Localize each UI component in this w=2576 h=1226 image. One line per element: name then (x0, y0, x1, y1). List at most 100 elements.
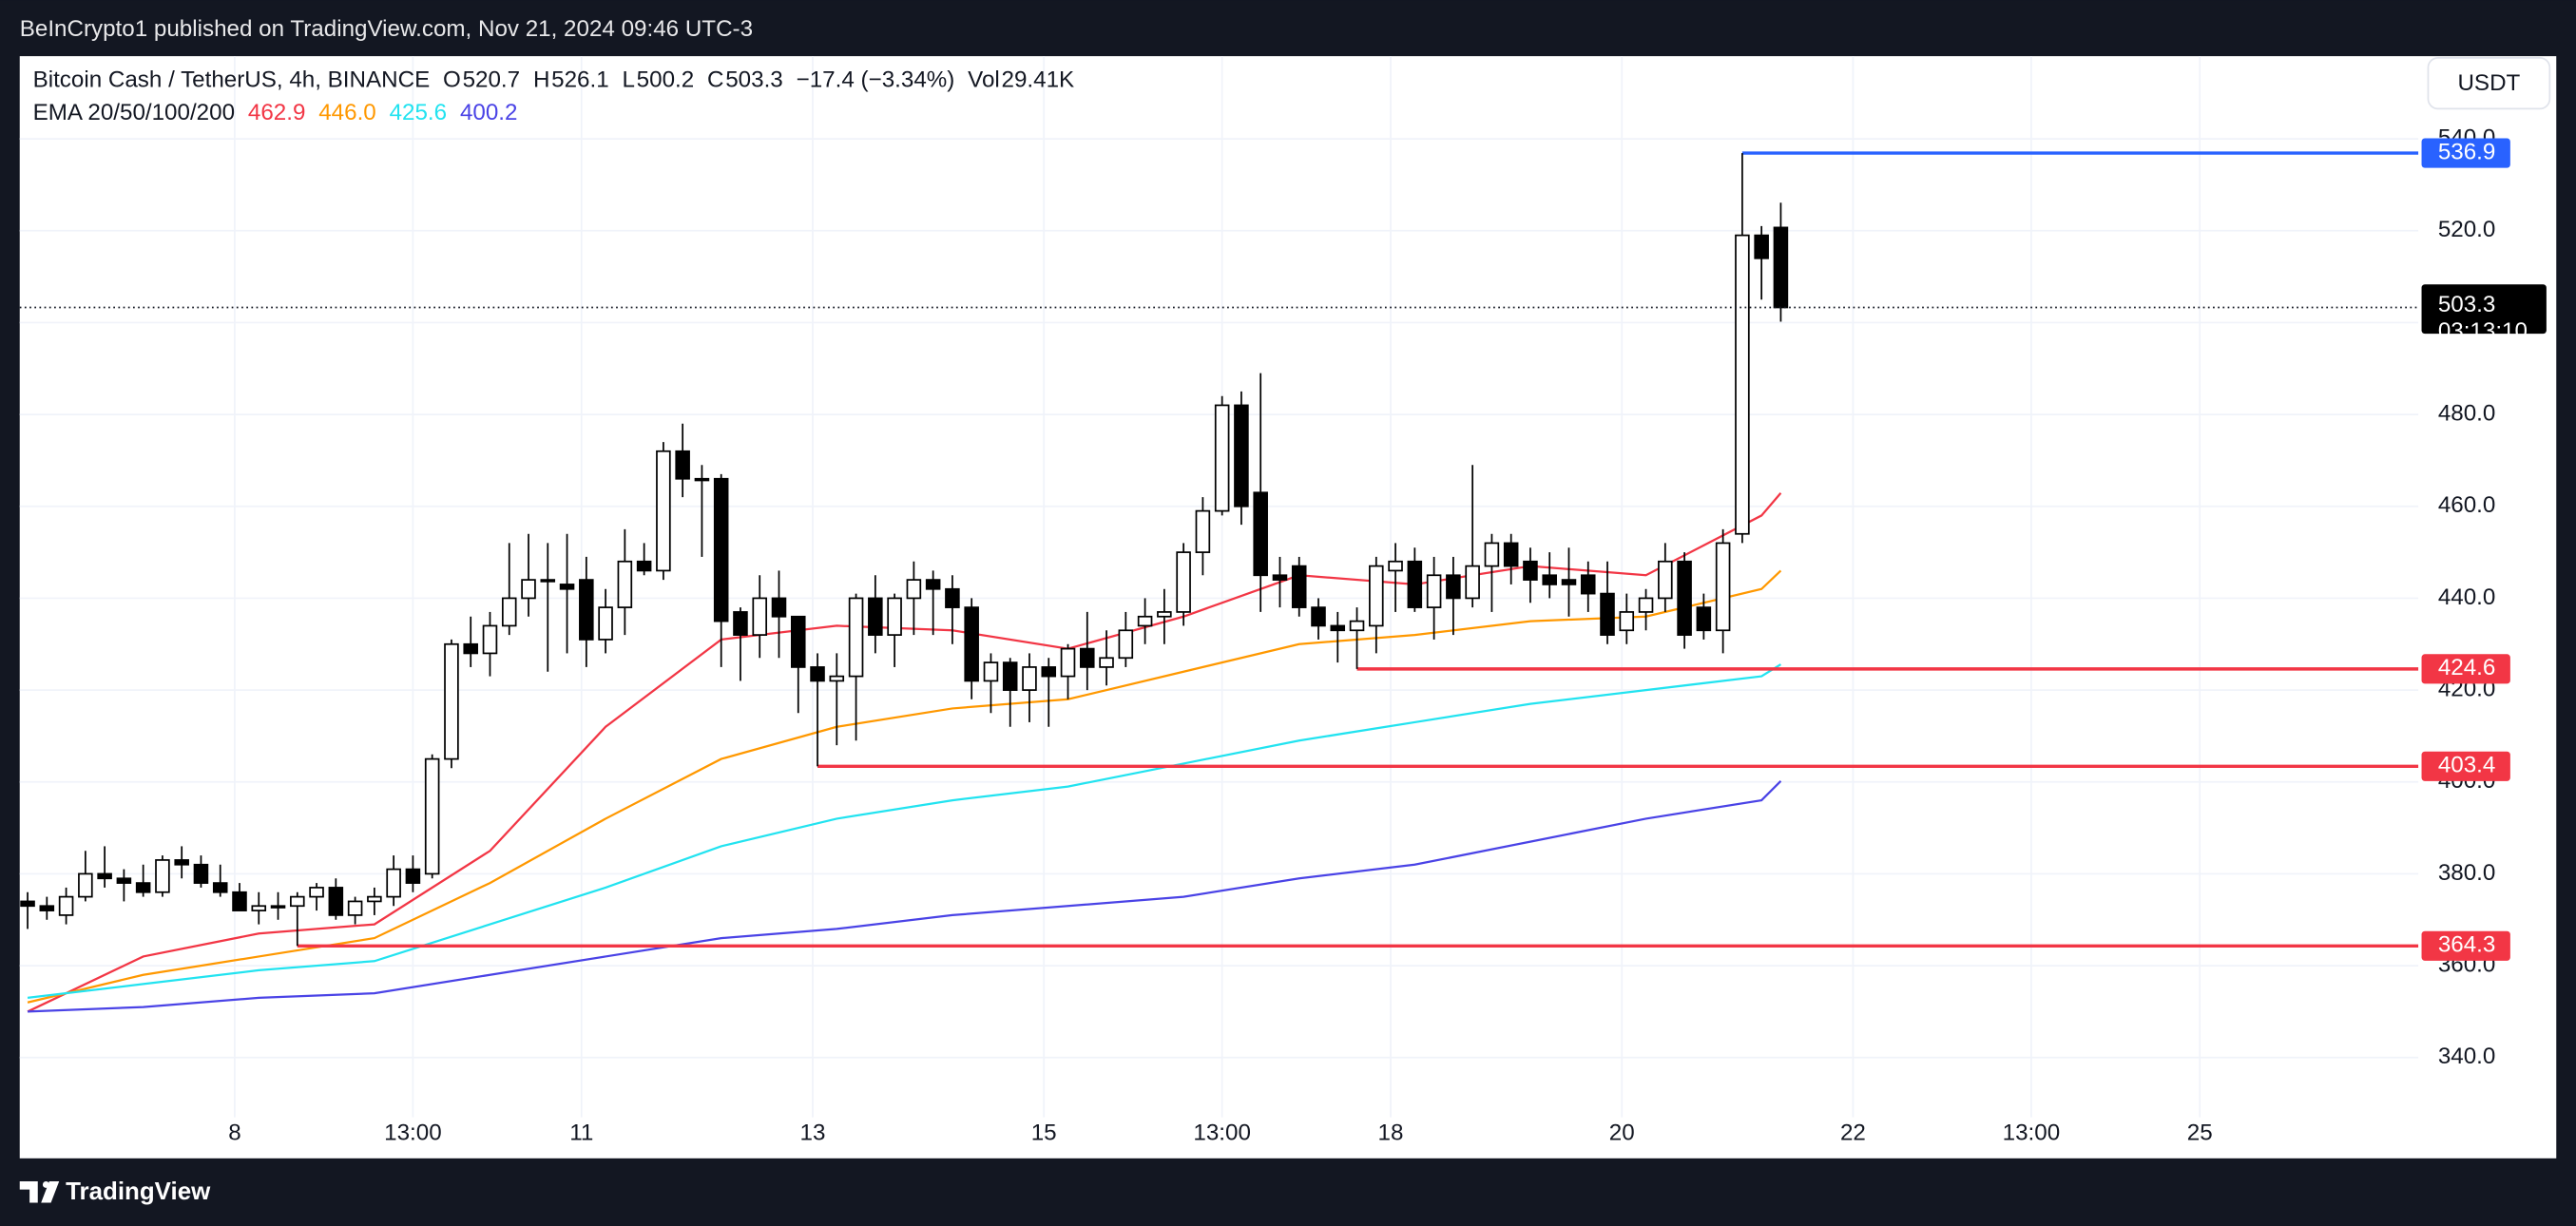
candle-body (58, 895, 74, 916)
countdown-label: 03:13:10 (2438, 318, 2528, 344)
candle-body (925, 579, 941, 590)
x-tick-label: 8 (228, 1120, 240, 1145)
volume-key: Vol (968, 67, 1000, 92)
change-value: −17.4 (−3.34%) (797, 67, 955, 92)
candle-body (848, 597, 864, 678)
candle-body (790, 615, 806, 668)
x-tick-label: 15 (1031, 1120, 1057, 1145)
candle-body (212, 882, 228, 893)
candle-body (1484, 542, 1500, 567)
level-label-box (2421, 751, 2510, 781)
x-tick-label: 13:00 (2003, 1120, 2061, 1145)
candle-body (270, 905, 286, 909)
indicator-title: EMA 20/50/100/200 (33, 100, 235, 125)
candle-body (945, 587, 960, 608)
candle-body (733, 611, 748, 636)
candle-body (559, 584, 575, 590)
candle-body (1561, 579, 1577, 585)
ohlc-value: 520.7 (463, 67, 521, 92)
last-price-label: 503.3 (2438, 292, 2496, 317)
candle-body (1272, 574, 1288, 581)
x-tick-label: 18 (1378, 1120, 1404, 1145)
candle-body (135, 882, 151, 893)
candle-body (405, 868, 421, 884)
candle-body (1214, 404, 1230, 512)
candle-body (694, 477, 710, 482)
candle-body (1349, 620, 1365, 632)
publish-info: BeInCrypto1 published on TradingView.com… (20, 16, 753, 42)
ema-line (28, 780, 1782, 1013)
candle-body (1503, 542, 1519, 567)
ohlc-value: 503.3 (725, 67, 783, 92)
candle-body (1176, 551, 1191, 613)
candle-body (636, 560, 652, 572)
level-label: 424.6 (2438, 655, 2496, 680)
x-tick-label: 13:00 (1193, 1120, 1251, 1145)
candle-body (983, 661, 999, 682)
candle-body (752, 597, 768, 636)
ema-line (27, 663, 1782, 1000)
level-label: 364.3 (2438, 932, 2496, 958)
candle-body (463, 642, 478, 655)
candle-body (193, 863, 209, 884)
ohlc-key: H (533, 67, 549, 92)
candle-body (444, 642, 459, 760)
candle-body (97, 872, 112, 880)
level-label: 536.9 (2438, 139, 2496, 164)
x-tick-label: 25 (2187, 1120, 2213, 1145)
candle-body (386, 868, 401, 898)
candle-body (347, 900, 363, 916)
candle-body (1426, 574, 1442, 608)
currency-button[interactable] (2427, 56, 2551, 110)
candle-body (367, 895, 382, 903)
candle-body (1137, 615, 1153, 627)
candle-body (1330, 624, 1346, 632)
x-tick-label: 20 (1609, 1120, 1635, 1145)
x-tick-label: 13 (800, 1120, 826, 1145)
level-label: 403.4 (2438, 753, 2496, 778)
candle-body (116, 877, 132, 884)
candle-body (174, 859, 189, 866)
candle-body (810, 666, 825, 682)
candle-body (887, 597, 902, 636)
candle-body (1291, 565, 1307, 608)
candle-body (521, 579, 536, 600)
candle-body (1022, 666, 1037, 691)
ohlc-value: 526.1 (551, 67, 609, 92)
candle-body (1118, 629, 1134, 660)
candle-body (1696, 606, 1712, 632)
candle-body (501, 597, 517, 627)
currency-label: USDT (2457, 70, 2520, 96)
candle-body (1542, 574, 1557, 585)
x-tick-label: 11 (569, 1120, 593, 1145)
candle-body (39, 905, 55, 911)
candle-body (309, 887, 324, 898)
ema-line (27, 569, 1782, 1004)
candle-body (1388, 560, 1403, 572)
candle-body (1080, 647, 1095, 668)
candle-body (617, 560, 633, 608)
logo-text: TradingView (66, 1178, 211, 1205)
y-tick-label: 340.0 (2438, 1044, 2496, 1069)
candle-body (1369, 565, 1384, 627)
ema-value: 425.6 (390, 100, 448, 125)
candle-body (906, 579, 922, 600)
candle-body (656, 450, 671, 572)
candle-body (868, 597, 883, 636)
candle-body (232, 891, 247, 911)
candle-body (1715, 542, 1731, 632)
candle-body (1465, 565, 1480, 600)
candle-body (155, 859, 170, 893)
symbol-title: Bitcoin Cash / TetherUS, 4h, BINANCE (33, 67, 431, 92)
y-tick-label: 380.0 (2438, 860, 2496, 886)
y-tick-label: 460.0 (2438, 492, 2496, 518)
ohlc-value: 500.2 (637, 67, 695, 92)
ema-value: 446.0 (318, 100, 376, 125)
candle-body (1619, 611, 1635, 632)
candle-body (328, 887, 344, 916)
y-tick-label: 480.0 (2438, 400, 2496, 426)
candle-body (1600, 592, 1615, 636)
tradingview-logo[interactable]: TradingView (19, 1178, 211, 1205)
